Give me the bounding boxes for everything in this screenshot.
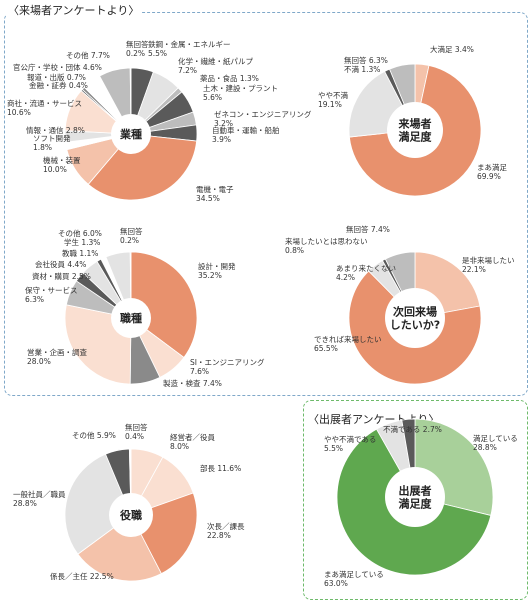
industry-label-13: 官公庁・学校・団体 4.6% [13, 62, 102, 72]
position-slice-4 [64, 453, 132, 555]
job-label-6: 会社役員 4.4% [35, 259, 86, 269]
revisit-label-4: 無回答 7.4% [346, 224, 390, 234]
job-label-5: 資材・購買 2.5% [32, 271, 91, 281]
industry-label-10: 商社・流通・サービス 10.6% [7, 98, 82, 117]
revisit-label-3: 来場したいとは思わない 0.8% [285, 236, 368, 255]
industry-center-hole [111, 114, 151, 154]
job-label-2: 製造・検査 7.4% [163, 378, 222, 388]
industry-center-label: 業種 [119, 127, 142, 141]
exhibitor-label-1: まあ満足している 63.0% [324, 570, 384, 588]
industry-label-11: 金融・証券 0.4% [29, 80, 88, 90]
satisfaction-center-hole [387, 102, 443, 158]
visitor-section-title: 〈来場者アンケートより〉 [6, 2, 142, 18]
job-label-1: SI・エンジニアリング 7.6% [190, 357, 265, 376]
position-label-6: 無回答 0.4% [125, 422, 148, 441]
job-label-4: 保守・サービス 6.3% [25, 285, 78, 304]
exhibitor-label-0: 満足している 28.8% [473, 434, 518, 452]
position-label-4: 一般社員／職員 28.8% [13, 489, 66, 508]
industry-label-5: 自動車・運輸・船舶 3.9% [212, 125, 280, 144]
industry-label-0: 鉄鋼・金属・エネルギー 5.5% [148, 39, 231, 58]
job-label-10: 無回答 0.2% [120, 226, 143, 245]
satisfaction-label-4: 無回答 6.3% [344, 55, 388, 65]
revisit-center-label: したいか? [390, 319, 440, 332]
satisfaction-center-label: 満足度 [399, 130, 433, 144]
position-slice-3 [77, 514, 162, 582]
job-center-hole [111, 298, 151, 338]
industry-label-14: その他 7.7% [66, 50, 110, 60]
job-label-7: 教職 1.1% [62, 248, 98, 258]
position-center-label: 役職 [119, 508, 142, 522]
exhibitor-center-label: 出展者 [399, 484, 432, 498]
exhibitor-center-label: 満足度 [399, 497, 433, 511]
industry-label-12: 報道・出版 0.7% [27, 72, 86, 82]
revisit-label-0: 是非来場したい 22.1% [462, 255, 515, 274]
industry-label-6: 電機・電子 34.5% [196, 184, 234, 203]
revisit-label-2: あまり来たくない 4.2% [336, 264, 396, 282]
satisfaction-label-1: まあ満足 69.9% [477, 163, 507, 181]
visitor-survey-frame [4, 12, 528, 396]
industry-label-8: ソフト開発 1.8% [33, 134, 71, 152]
position-label-2: 次長／課長 22.8% [207, 521, 245, 540]
job-slice-0 [130, 251, 198, 359]
position-pie: 役職 経営者／役員 8.0% 部長 11.6% 次長／課長 22.8% 係長／主任 22.5… [13, 422, 245, 582]
industry-label-4: ゼネコン・エンジニアリング 3.2% [214, 109, 312, 128]
position-center-hole [109, 493, 153, 537]
position-label-5: その他 5.9% [72, 430, 116, 440]
job-label-8: 学生 1.3% [64, 237, 100, 247]
satisfaction-center-label: 来場者 [398, 117, 432, 131]
exhibitor-label-2: やや不満である 5.5% [324, 435, 376, 453]
satisfaction-label-3: 不満 1.3% [344, 65, 380, 74]
industry-label-15: 無回答 0.2% [126, 39, 149, 58]
industry-label-1: 化学・繊維・紙パルプ 7.2% [178, 56, 253, 75]
position-label-0: 経営者／役員 8.0% [170, 432, 215, 451]
revisit-center-hole [385, 288, 445, 348]
revisit-center-label: 次回来場 [393, 305, 437, 319]
job-label-9: その他 6.0% [58, 228, 102, 238]
satisfaction-label-0: 大満足 3.4% [430, 44, 474, 54]
industry-label-3: 土木・建設・プラント 5.6% [203, 83, 278, 102]
industry-pie: 業種 鉄鋼・金属・エネルギー 5.5%化学・繊維・紙パルプ 7.2%薬品・食品 1.3… [7, 39, 312, 203]
job-label-0: 設計・開発 35.2% [198, 261, 236, 280]
satisfaction-label-2: やや不満 19.1% [318, 91, 348, 109]
position-label-1: 部長 11.6% [200, 463, 241, 473]
industry-label-9: 情報・通信 2.8% [26, 125, 85, 135]
revisit-label-1: できれば来場したい 65.5% [314, 334, 382, 353]
exhibitor-label-3: 不満である 2.7% [383, 425, 442, 434]
job-label-3: 営業・企画・調査 28.0% [27, 347, 87, 366]
position-label-3: 係長／主任 22.5% [50, 571, 114, 581]
exhibitor-survey-frame [303, 400, 528, 600]
industry-slice-6 [87, 133, 198, 201]
job-pie: 職種 設計・開発 35.2% SI・エンジニアリング 7.6% 製造・検査 7.4% 営業・… [25, 226, 265, 388]
job-center-label: 職種 [120, 311, 142, 325]
exhibitor-center-hole [385, 467, 445, 527]
industry-label-2: 薬品・食品 1.3% [200, 73, 259, 83]
industry-label-7: 機械・装置 10.0% [43, 155, 81, 174]
